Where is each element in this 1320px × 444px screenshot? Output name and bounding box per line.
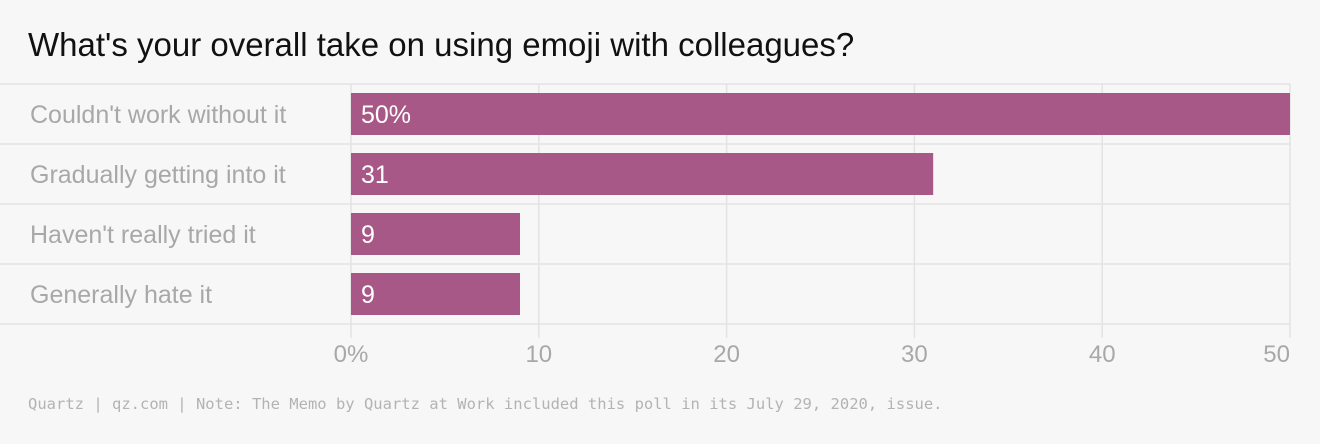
x-tick-label: 30 xyxy=(901,341,928,368)
x-tick-label: 10 xyxy=(525,341,552,368)
bar-layer: 50% 31 9 9 xyxy=(351,93,1290,315)
x-tick-label: 0% xyxy=(334,341,369,368)
category-label: Gradually getting into it xyxy=(30,161,286,189)
x-tick-label: 50 xyxy=(1263,341,1290,368)
x-axis-tick-layer: 0% 10 20 30 40 50 xyxy=(334,341,1290,368)
bar xyxy=(351,273,521,315)
bar-value-label: 31 xyxy=(361,161,389,189)
x-tick-label: 20 xyxy=(713,341,740,368)
category-label: Haven't really tried it xyxy=(30,221,256,249)
bar xyxy=(351,93,1290,135)
category-label: Couldn't work without it xyxy=(30,101,286,129)
bar-value-label: 9 xyxy=(361,281,375,309)
category-label: Generally hate it xyxy=(30,281,212,309)
x-tick-label: 40 xyxy=(1089,341,1116,368)
bar xyxy=(351,153,934,195)
bar-value-label: 9 xyxy=(361,221,375,249)
bar-value-label: 50% xyxy=(361,101,411,129)
category-label-layer: Couldn't work without it Gradually gettin… xyxy=(30,101,286,309)
chart-footer: Quartz | qz.com | Note: The Memo by Quar… xyxy=(28,395,943,413)
chart-title: What's your overall take on using emoji … xyxy=(28,26,855,63)
bar xyxy=(351,213,521,255)
